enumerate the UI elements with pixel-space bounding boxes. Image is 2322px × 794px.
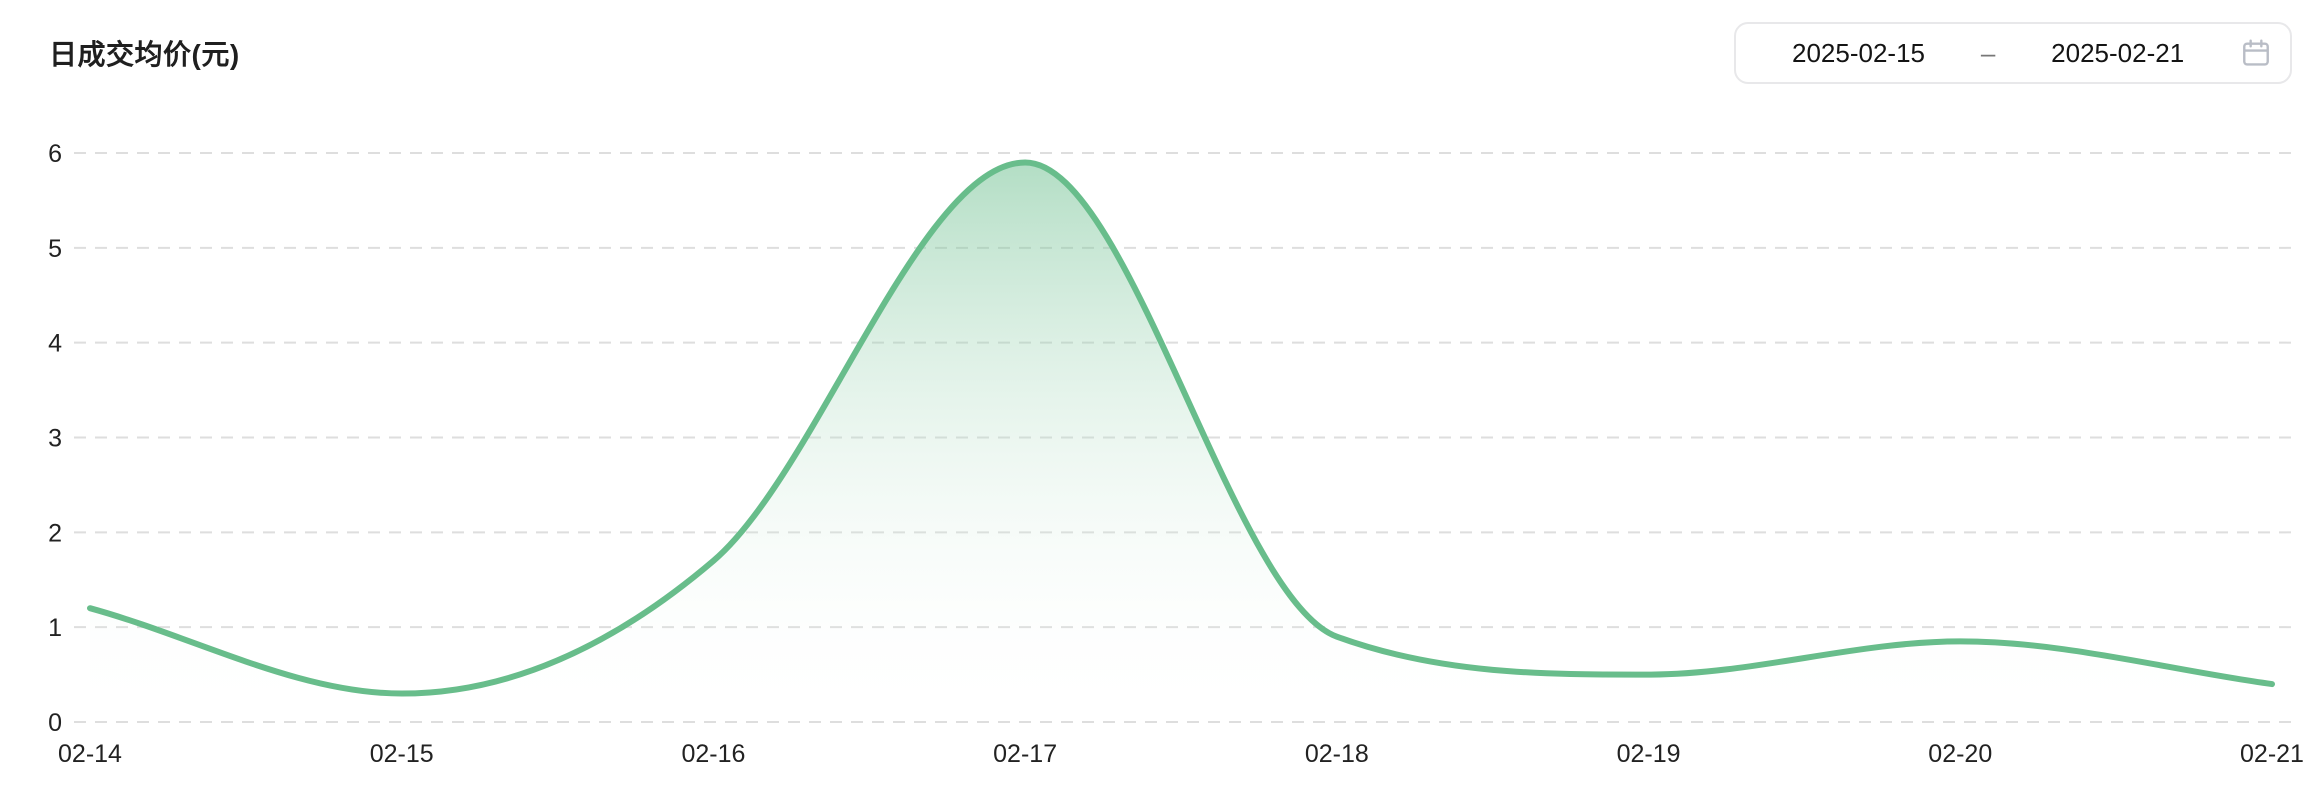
x-axis-labels: 02-14 02-15 02-16 02-17 02-18 02-19 02-20 02-21 (58, 740, 2304, 768)
date-range-separator: – (1980, 37, 1996, 68)
y-axis-tick-label: 1 (48, 614, 62, 642)
x-axis-tick-label: 02-14 (58, 740, 122, 768)
y-axis-tick-label: 3 (48, 425, 62, 453)
series-line (87, 159, 2275, 697)
calendar-icon[interactable] (2240, 37, 2272, 69)
y-axis-tick-label: 5 (48, 235, 62, 263)
x-axis-tick-label: 02-19 (1617, 740, 1681, 768)
y-axis-tick-label: 4 (48, 330, 62, 358)
calendar-icon-body (2243, 42, 2269, 66)
chart-title: 日成交均价(元) (49, 39, 240, 70)
x-axis-tick-label: 02-18 (1305, 740, 1369, 768)
area-fill (90, 162, 2272, 722)
chart-header: 日成交均价(元) 2025-02-15 – 2025-02-21 (0, 0, 2322, 100)
y-axis-tick-label: 2 (48, 519, 62, 547)
y-axis-labels: 0 1 2 3 4 5 6 (48, 140, 62, 737)
x-axis-tick-label: 02-16 (681, 740, 745, 768)
end-date-value[interactable]: 2025-02-21 (2051, 37, 2185, 68)
x-axis-tick-label: 02-21 (2240, 740, 2304, 768)
y-axis-tick-label: 0 (48, 709, 62, 737)
x-axis-tick-label: 02-17 (993, 740, 1057, 768)
x-axis-tick-label: 02-20 (1928, 740, 1992, 768)
date-range-picker[interactable]: 2025-02-15 – 2025-02-21 (1734, 22, 2292, 84)
start-date-value[interactable]: 2025-02-15 (1792, 37, 1925, 68)
y-axis-tick-label: 6 (48, 140, 62, 168)
x-axis-tick-label: 02-15 (370, 740, 434, 768)
